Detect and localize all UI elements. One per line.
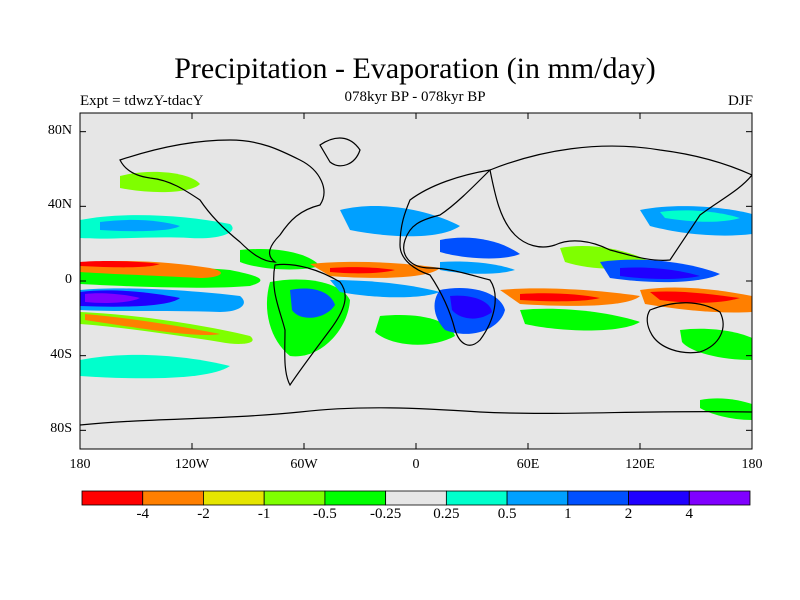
coastline-north-america	[119, 139, 325, 263]
field-patch	[290, 288, 335, 318]
map-title: Precipitation - Evaporation (in mm/day)	[174, 52, 656, 85]
colorbar-label: -1	[257, 506, 271, 522]
experiment-label: Expt = tdwzY-tdacY	[80, 93, 204, 109]
field-patch	[375, 314, 455, 345]
coastline-south-america	[273, 263, 346, 387]
field-patch	[85, 293, 140, 303]
field-patch	[680, 328, 752, 360]
field-patch	[520, 308, 640, 331]
x-tick-label: 120W	[174, 457, 210, 472]
colorbar-box	[628, 490, 690, 506]
field-patch	[440, 261, 515, 274]
x-tick-label: 0	[412, 457, 420, 472]
precip-field	[80, 171, 752, 420]
colorbar-label: 0.25	[433, 506, 460, 522]
x-tick-label: 180	[69, 457, 91, 472]
x-tick-label: 120E	[625, 457, 655, 472]
colorbar-box	[445, 490, 508, 506]
x-tick-label: 60E	[516, 457, 540, 472]
field-patch	[520, 293, 600, 302]
colorbar-label: 4	[685, 506, 694, 522]
field-patch	[340, 205, 460, 237]
colorbar-box	[506, 490, 569, 506]
coastline-antarctica	[80, 407, 752, 426]
coastline-asia	[489, 145, 752, 261]
field-patch	[660, 210, 740, 222]
y-tick-label: 80S	[50, 421, 72, 437]
colorbar-label: -0.25	[370, 506, 402, 522]
y-ticks	[80, 131, 752, 431]
coastline-australia	[646, 302, 724, 354]
colorbar-box	[688, 490, 751, 506]
field-patch	[700, 398, 752, 420]
x-tick-label: 180	[741, 457, 763, 472]
colorbar-box	[324, 490, 387, 506]
field-patch	[440, 237, 520, 259]
field-patch	[330, 267, 395, 274]
colorbar-box	[263, 490, 326, 506]
colorbar-label: 1	[564, 506, 572, 522]
field-patch	[85, 314, 220, 336]
field-patch	[80, 260, 160, 268]
colorbar-box	[142, 490, 204, 506]
y-tick-label: 40N	[47, 197, 72, 213]
colorbar-box	[385, 490, 447, 506]
field-patch	[80, 354, 230, 379]
season-label: DJF	[727, 93, 753, 109]
y-tick-label: 40S	[50, 346, 72, 362]
colorbar-label: -2	[197, 506, 210, 522]
field-patch	[100, 219, 180, 232]
y-tick-label: 0	[65, 272, 72, 287]
coastline-africa-europe	[399, 169, 496, 346]
colorbar-label: -4	[136, 506, 149, 522]
colorbar-label: -0.5	[313, 506, 337, 522]
field-patch	[240, 248, 320, 270]
coastline-greenland	[319, 137, 361, 167]
colorbar-label: 2	[624, 506, 633, 522]
colorbar-box	[203, 490, 265, 506]
map-subtitle: 078kyr BP - 078kyr BP	[344, 89, 486, 105]
colorbar-box	[81, 490, 144, 506]
x-tick-label: 60W	[290, 457, 318, 472]
x-ticks	[79, 113, 753, 449]
colorbar-box	[567, 490, 629, 506]
field-patch	[620, 267, 700, 279]
field-patch	[650, 291, 740, 303]
field-patch	[450, 295, 492, 319]
colorbar-label: 0.5	[497, 506, 517, 522]
coastlines	[80, 137, 752, 426]
y-tick-label: 80N	[47, 122, 72, 138]
field-patch	[330, 280, 440, 298]
